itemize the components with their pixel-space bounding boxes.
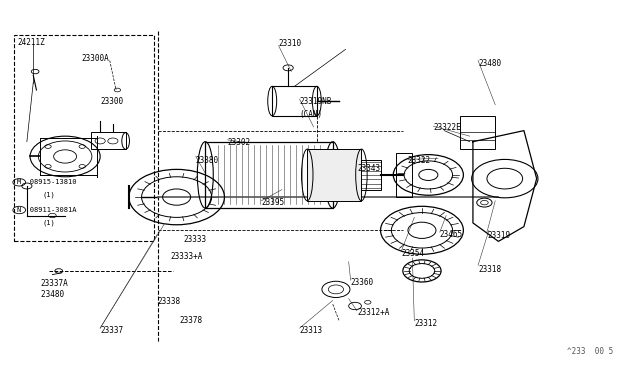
Text: (1): (1) <box>43 192 56 199</box>
Text: 23480: 23480 <box>478 59 501 68</box>
Text: M  08915-13810: M 08915-13810 <box>17 179 77 185</box>
Text: 23312: 23312 <box>414 319 437 328</box>
Text: 23480: 23480 <box>41 291 68 299</box>
Text: 23322E: 23322E <box>433 123 461 132</box>
Text: 23337: 23337 <box>100 326 124 335</box>
Bar <box>460 116 495 149</box>
Text: 23378: 23378 <box>180 316 203 325</box>
Bar <box>91 132 125 149</box>
Text: 23319NB: 23319NB <box>300 97 332 106</box>
Bar <box>396 153 412 197</box>
Bar <box>362 160 381 190</box>
Text: 23338: 23338 <box>157 297 180 306</box>
Text: 23354: 23354 <box>401 249 425 258</box>
Text: 23380: 23380 <box>196 155 219 165</box>
Text: 23322: 23322 <box>408 156 431 166</box>
Text: 23300A: 23300A <box>81 54 109 63</box>
Text: 23300: 23300 <box>100 97 124 106</box>
Text: (CAN): (CAN) <box>300 109 323 119</box>
Text: (1): (1) <box>43 220 56 226</box>
Text: 23318: 23318 <box>478 264 501 273</box>
Text: 23333: 23333 <box>183 235 206 244</box>
Text: 23312+A: 23312+A <box>357 308 389 317</box>
FancyBboxPatch shape <box>14 35 154 241</box>
Text: N  08911-3081A: N 08911-3081A <box>17 207 77 213</box>
Text: 24211Z: 24211Z <box>17 38 45 46</box>
Text: 23465: 23465 <box>440 230 463 239</box>
Text: 23333+A: 23333+A <box>170 251 203 261</box>
Bar <box>205 142 333 208</box>
Text: ^233  00 5: ^233 00 5 <box>567 347 613 356</box>
Text: 23337A: 23337A <box>41 279 68 288</box>
Bar <box>307 149 362 201</box>
Text: 23360: 23360 <box>351 278 374 287</box>
Text: 23319: 23319 <box>487 231 510 240</box>
Text: 23343: 23343 <box>357 164 380 173</box>
Bar <box>272 86 317 116</box>
Text: 23313: 23313 <box>300 326 323 335</box>
Text: 23302: 23302 <box>228 138 251 147</box>
Text: 23310: 23310 <box>278 39 301 48</box>
Text: 23395: 23395 <box>261 198 285 207</box>
